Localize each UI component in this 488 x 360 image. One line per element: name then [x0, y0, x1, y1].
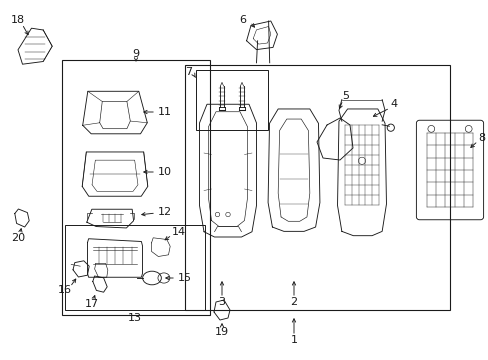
Text: 11: 11	[158, 107, 172, 117]
Text: 20: 20	[11, 233, 25, 243]
Text: 16: 16	[58, 285, 72, 295]
Text: 19: 19	[215, 327, 228, 337]
Text: 8: 8	[477, 133, 484, 143]
Text: 1: 1	[290, 335, 297, 345]
Text: 4: 4	[389, 99, 396, 109]
Text: 10: 10	[158, 167, 172, 177]
Bar	[184, 65, 449, 310]
Bar	[65, 225, 204, 310]
Text: 15: 15	[178, 273, 192, 283]
Text: 5: 5	[341, 91, 348, 101]
Text: 6: 6	[239, 15, 245, 25]
Text: 3: 3	[218, 297, 225, 307]
Text: 14: 14	[172, 227, 186, 237]
Text: 13: 13	[128, 313, 142, 323]
Text: 18: 18	[11, 15, 25, 25]
Bar	[196, 70, 267, 130]
Bar	[62, 60, 209, 315]
Text: 7: 7	[184, 67, 192, 77]
Text: 12: 12	[158, 207, 172, 217]
Text: 2: 2	[290, 297, 297, 307]
Text: 17: 17	[85, 299, 99, 309]
Text: 9: 9	[132, 49, 139, 59]
